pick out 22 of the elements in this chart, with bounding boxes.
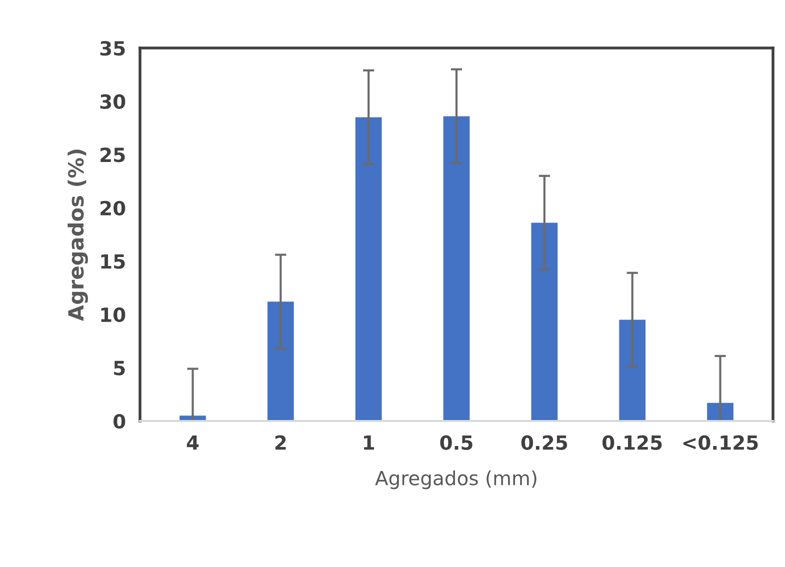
y-tick-label: 0 xyxy=(114,414,126,429)
y-tick-label: 35 xyxy=(100,40,125,56)
bar xyxy=(443,116,470,421)
y-tick-label: 5 xyxy=(114,360,125,376)
y-tick-label: 30 xyxy=(100,94,126,109)
bar xyxy=(355,117,382,421)
y-axis-title: Agregados (%) xyxy=(68,150,88,321)
x-tick-label: 4 xyxy=(186,435,199,450)
x-tick-label: 0.5 xyxy=(440,435,472,450)
bar xyxy=(619,320,646,421)
x-tick-label: 1 xyxy=(364,435,374,450)
bar xyxy=(531,222,558,421)
bar xyxy=(267,302,294,421)
y-tick-label: 20 xyxy=(100,200,126,216)
x-tick-label: 0.25 xyxy=(521,435,568,450)
x-axis-title: Agregados (mm) xyxy=(375,470,536,490)
y-tick-label: 10 xyxy=(101,307,126,322)
y-tick-label: 15 xyxy=(101,254,125,269)
y-tick-label: 25 xyxy=(100,148,125,162)
x-tick-label: 2 xyxy=(275,435,286,450)
x-tick-label: <0.125 xyxy=(683,435,758,450)
x-tick-label: 0.125 xyxy=(602,435,662,450)
